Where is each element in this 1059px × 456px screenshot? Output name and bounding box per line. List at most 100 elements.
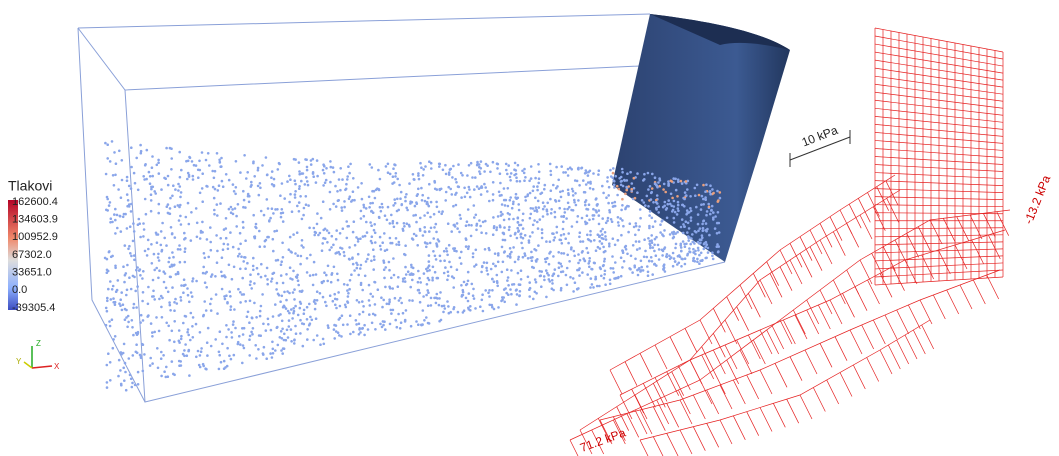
particle — [548, 162, 552, 166]
mesh-line — [874, 99, 1004, 116]
particle — [119, 369, 122, 372]
mesh-line — [874, 132, 1004, 144]
particle — [647, 188, 650, 191]
particle — [440, 304, 444, 308]
particle — [657, 258, 661, 261]
particle — [499, 225, 502, 229]
particle — [126, 263, 129, 267]
mesh-line — [634, 409, 648, 435]
particle — [540, 228, 544, 231]
particle — [667, 199, 670, 202]
particle — [264, 238, 268, 242]
particle — [404, 265, 407, 269]
colorbar-label: 162600.4 — [12, 196, 58, 208]
particle — [352, 330, 355, 334]
particle — [613, 186, 616, 189]
particle — [378, 205, 382, 209]
particle — [169, 196, 172, 200]
particle — [610, 220, 614, 223]
particle — [370, 259, 373, 263]
particle — [394, 318, 398, 322]
particle — [405, 222, 409, 225]
particle — [551, 274, 554, 278]
particle — [328, 190, 332, 194]
particle — [698, 238, 702, 241]
particle — [584, 183, 588, 186]
mesh-line — [739, 284, 753, 310]
particle — [460, 250, 463, 254]
particle — [392, 204, 395, 207]
particle — [113, 335, 117, 338]
particle — [321, 168, 325, 172]
particle — [219, 202, 222, 205]
mesh-line — [859, 259, 873, 285]
particle — [221, 342, 224, 346]
particle — [104, 141, 107, 145]
particle — [467, 306, 470, 310]
particle — [344, 187, 348, 191]
particle — [280, 260, 284, 264]
particle — [129, 377, 133, 381]
particle — [312, 175, 316, 178]
particle — [681, 257, 684, 261]
particle — [178, 205, 181, 209]
particle — [367, 253, 370, 256]
particle — [576, 268, 579, 272]
particle — [316, 174, 319, 178]
particle — [272, 212, 275, 215]
particle — [568, 205, 571, 209]
particle — [462, 280, 466, 284]
particle — [475, 163, 479, 167]
particle — [359, 217, 363, 220]
particle — [311, 172, 315, 175]
particle — [157, 211, 160, 215]
particle — [160, 188, 163, 191]
particle — [170, 329, 174, 333]
particle — [244, 239, 247, 242]
particle — [685, 209, 689, 212]
particle — [540, 285, 543, 289]
particle — [471, 252, 475, 255]
particle — [383, 276, 386, 280]
particle — [341, 323, 345, 327]
particle — [236, 254, 240, 258]
particle — [426, 289, 430, 292]
particle — [123, 379, 126, 383]
particle — [393, 198, 397, 201]
particle — [210, 273, 214, 276]
particle — [154, 192, 157, 195]
particle — [250, 183, 253, 187]
particle — [302, 312, 306, 316]
mesh-line — [642, 383, 656, 408]
particle — [217, 184, 221, 187]
particle — [166, 203, 170, 206]
particle — [559, 270, 563, 274]
particle — [603, 260, 606, 263]
particle — [136, 285, 139, 288]
particle — [646, 270, 650, 274]
particle — [404, 244, 407, 247]
particle — [372, 255, 376, 258]
particle — [475, 185, 479, 188]
particle — [359, 283, 363, 287]
particle — [237, 287, 240, 291]
particle — [239, 267, 242, 271]
particle — [106, 143, 109, 146]
particle — [586, 208, 590, 211]
particle — [330, 273, 334, 276]
particle — [509, 172, 513, 175]
mesh-line — [736, 306, 750, 331]
particle — [281, 211, 285, 215]
particle — [598, 247, 602, 250]
particle — [550, 208, 553, 211]
particle — [305, 257, 309, 260]
particle — [517, 208, 521, 212]
particle — [417, 323, 420, 327]
particle — [706, 246, 710, 250]
particle — [601, 233, 604, 236]
particle — [155, 241, 159, 244]
particle — [501, 213, 504, 216]
particle — [425, 316, 428, 319]
particle — [502, 288, 506, 291]
particle — [665, 255, 668, 258]
